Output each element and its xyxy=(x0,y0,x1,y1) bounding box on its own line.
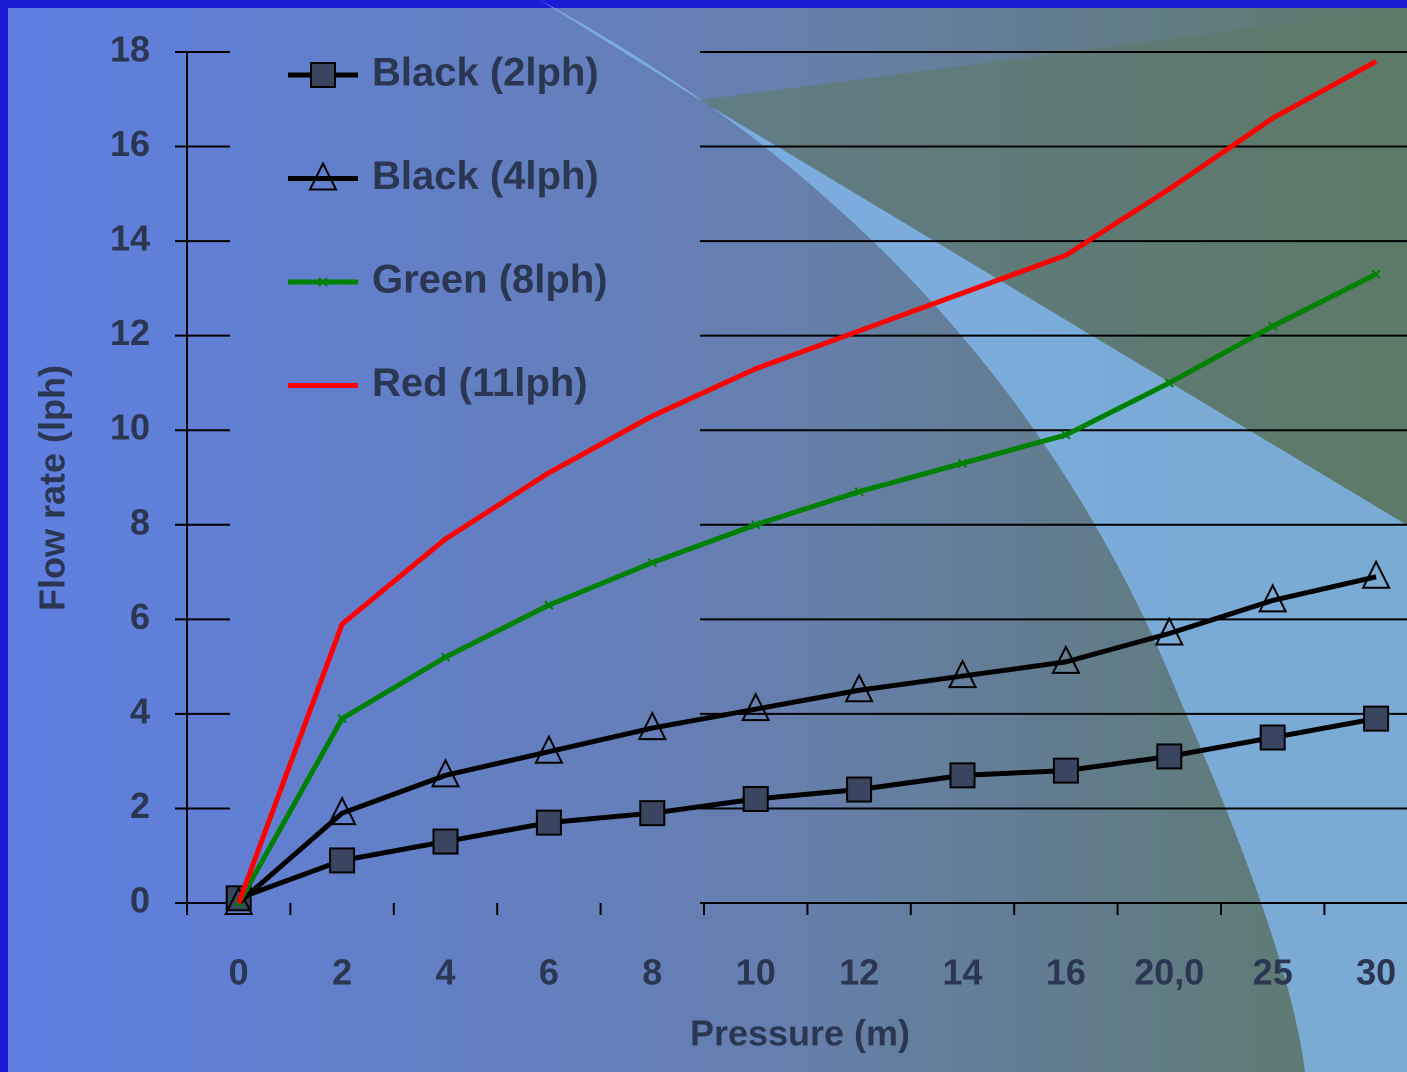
x-tick-label: 30 xyxy=(1356,952,1396,993)
x-tick-label: 6 xyxy=(539,952,559,993)
data-point xyxy=(434,830,458,854)
data-point xyxy=(537,811,561,835)
y-tick-label: 4 xyxy=(130,690,150,731)
data-point xyxy=(330,848,354,872)
y-tick-label: 10 xyxy=(110,407,150,448)
legend-label: Black (4lph) xyxy=(372,154,599,198)
y-tick-label: 14 xyxy=(110,218,150,259)
data-point xyxy=(640,801,664,825)
y-tick-label: 18 xyxy=(110,29,150,70)
data-point xyxy=(1054,759,1078,783)
legend-label: Black (2lph) xyxy=(372,51,599,95)
legend-marker xyxy=(311,63,335,87)
x-tick-label: 16 xyxy=(1046,952,1086,993)
data-point xyxy=(744,787,768,811)
x-tick-label: 25 xyxy=(1253,952,1293,993)
data-point xyxy=(951,763,975,787)
y-tick-label: 8 xyxy=(130,501,150,542)
x-tick-label: 10 xyxy=(736,952,776,993)
y-tick-label: 12 xyxy=(110,312,150,353)
x-tick-label: 2 xyxy=(332,952,352,993)
x-axis-title: Pressure (m) xyxy=(690,1013,910,1054)
x-tick-label: 4 xyxy=(435,952,455,993)
x-tick-label: 0 xyxy=(229,952,249,993)
data-point xyxy=(1364,707,1388,731)
x-tick-label: 8 xyxy=(642,952,662,993)
y-axis-title: Flow rate (lph) xyxy=(32,365,73,611)
y-tick-label: 16 xyxy=(110,123,150,164)
page: Flow rate (lph) Pressure (m) 0 2 4 6 8 10 12 14… xyxy=(0,0,1407,1072)
y-tick-label: 6 xyxy=(130,596,150,637)
data-point xyxy=(1261,726,1285,750)
y-tick-label: 0 xyxy=(130,880,150,921)
chart: Flow rate (lph) Pressure (m) 0 2 4 6 8 10 12 14… xyxy=(0,0,1407,1072)
y-tick-label: 2 xyxy=(130,785,150,826)
legend-label: Green (8lph) xyxy=(372,258,608,302)
legend-label: Red (11lph) xyxy=(372,361,588,405)
data-point xyxy=(1157,744,1181,768)
x-tick-label: 20,0 xyxy=(1134,952,1204,993)
x-tick-label: 14 xyxy=(942,952,982,993)
data-point xyxy=(847,778,871,802)
x-tick-label: 12 xyxy=(839,952,879,993)
